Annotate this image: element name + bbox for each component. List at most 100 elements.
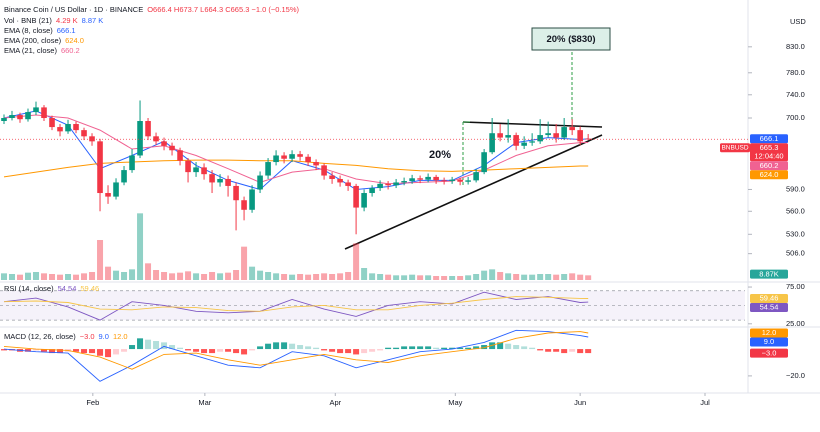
macd-histogram-bar	[369, 349, 376, 352]
volume-bar	[465, 275, 472, 280]
macd-histogram-bar	[177, 347, 184, 350]
candle-body	[337, 178, 343, 183]
candle-body	[225, 178, 231, 186]
macd-histogram-bar	[473, 346, 480, 350]
candle-body	[361, 193, 367, 208]
candle-body	[41, 107, 47, 119]
volume-bar	[9, 274, 16, 280]
macd-histogram-bar	[257, 346, 264, 350]
macd-histogram-bar	[185, 349, 192, 351]
macd-histogram-bar	[345, 349, 352, 354]
symbol-tag	[720, 143, 750, 153]
volume-bar	[145, 263, 152, 280]
volume-bar	[497, 272, 504, 280]
legend: EMA (8, close) 666.1	[4, 26, 76, 35]
macd-histogram-bar	[281, 342, 288, 350]
legend-value: 12.0	[113, 332, 128, 341]
legend: Binance Coin / US Dollar · 1D · BINANCE O…	[4, 5, 299, 14]
candle-body	[265, 162, 271, 176]
macd-histogram-bar	[505, 343, 512, 350]
price-tag-label: 666.1	[760, 134, 779, 143]
candle-body	[449, 179, 455, 182]
price-tag	[750, 293, 788, 303]
volume-bar	[137, 213, 144, 280]
candle-body	[505, 135, 511, 138]
volume-bar	[17, 274, 24, 280]
y-tick-label: 25.00	[786, 319, 805, 328]
candle-body	[25, 112, 31, 120]
legend-name: EMA (200, close)	[4, 36, 62, 45]
volume-bar	[249, 266, 256, 280]
macd-histogram-bar	[377, 349, 384, 351]
candle-body	[105, 193, 111, 197]
y-tick-label: 830.0	[786, 42, 805, 51]
macd-histogram-bar	[553, 349, 560, 352]
volume-bar	[153, 270, 160, 280]
macd-histogram-bar	[409, 346, 416, 350]
x-tick-label: Jul	[700, 398, 710, 407]
candle-body	[569, 127, 575, 131]
volume-bar	[209, 272, 216, 280]
volume-bar	[81, 273, 88, 280]
candle-body	[297, 154, 303, 157]
candle-body	[89, 136, 95, 142]
macd-histogram-bar	[401, 346, 408, 350]
macd-histogram-bar	[225, 349, 232, 352]
macd-histogram-bar	[241, 349, 248, 355]
pattern-label: 20%	[429, 149, 451, 161]
volume-bar	[97, 240, 104, 280]
volume-bar	[433, 276, 440, 280]
macd-histogram-bar	[569, 349, 576, 352]
candle-body	[9, 115, 15, 119]
macd-histogram-bar	[305, 346, 312, 350]
candle-body	[177, 150, 183, 161]
volume-bar	[449, 276, 456, 280]
candle-body	[153, 136, 159, 142]
candle-body	[441, 180, 447, 182]
macd-histogram-bar	[289, 343, 296, 350]
candle-body	[457, 179, 463, 182]
volume-tag-label: 8.87K	[759, 269, 779, 278]
volume-bar	[337, 273, 344, 280]
candle-body	[217, 178, 223, 183]
macd-histogram-bar	[385, 347, 392, 350]
macd-histogram-bar	[361, 349, 368, 354]
volume-bar	[329, 274, 336, 280]
candle-body	[321, 165, 327, 176]
macd-histogram-bar	[41, 349, 48, 352]
y-tick-label: 506.0	[786, 249, 805, 258]
volume-bar	[569, 273, 576, 280]
candle-body	[417, 178, 423, 180]
price-tag	[750, 170, 788, 180]
volume-bar	[369, 273, 376, 280]
lower-trendline	[344, 134, 603, 250]
price-tag	[750, 337, 788, 347]
legend-value: −3.0	[80, 332, 95, 341]
volume-bar	[577, 274, 584, 280]
volume-bar	[129, 269, 136, 280]
macd-histogram-bar	[353, 349, 360, 355]
countdown: 12:04:40	[754, 152, 783, 161]
candle-body	[113, 182, 119, 197]
candle-body	[465, 180, 471, 182]
candle-body	[377, 183, 383, 189]
volume-bar	[457, 276, 464, 280]
legend: Vol · BNB (21) 4.29 K 8.87 K	[4, 16, 103, 25]
candle-body	[401, 181, 407, 183]
macd-histogram-bar	[313, 347, 320, 350]
volume-bar	[33, 272, 40, 280]
x-tick-label: Jun	[574, 398, 586, 407]
volume-bar	[57, 274, 64, 280]
volume-tag	[750, 269, 788, 279]
candle-body	[385, 183, 391, 186]
volume-bar	[41, 273, 48, 280]
volume-bar	[1, 273, 8, 280]
macd-histogram-bar	[145, 339, 152, 350]
volume-bar	[105, 266, 112, 280]
candle-body	[409, 178, 415, 182]
price-tag	[750, 348, 788, 358]
candle-body	[129, 155, 135, 171]
volume-bar	[345, 272, 352, 280]
volume-bar	[217, 273, 224, 280]
volume-bar	[161, 272, 168, 280]
